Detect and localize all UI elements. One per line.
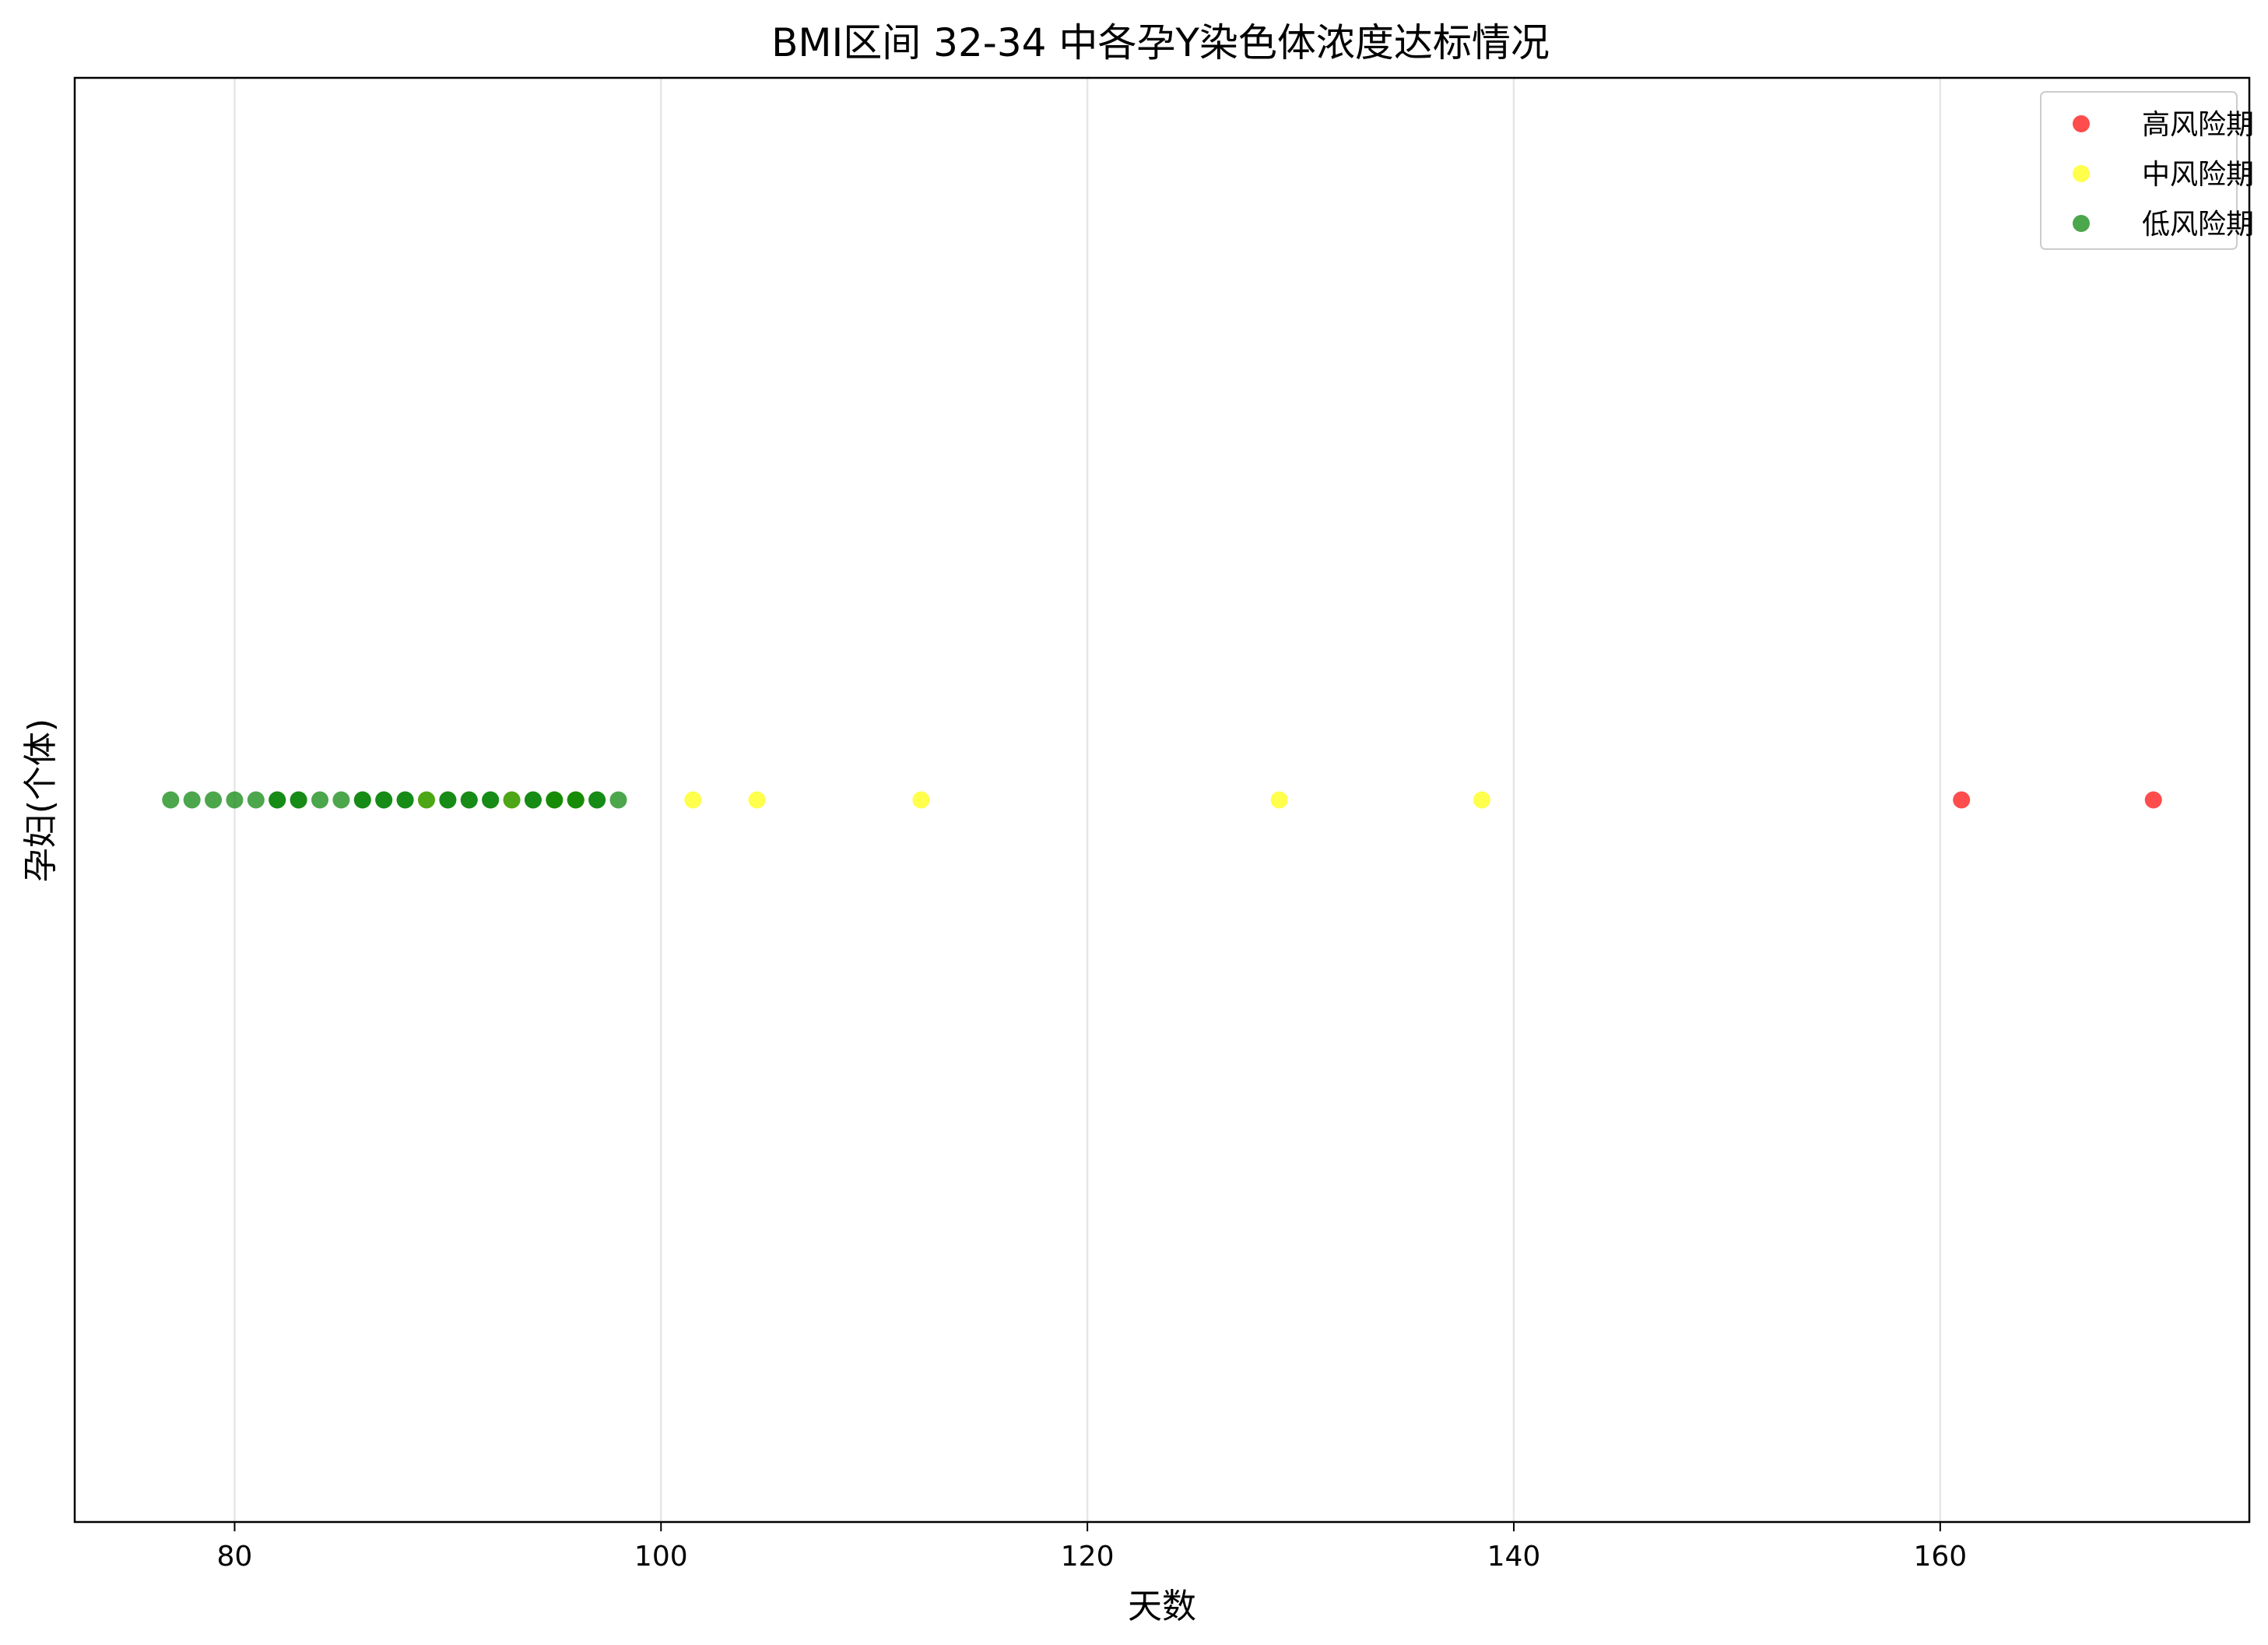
data-point	[1270, 791, 1288, 809]
y-axis-label: 孕妇(个体)	[21, 719, 61, 882]
data-point	[503, 791, 521, 809]
x-tick-label: 140	[1487, 1541, 1541, 1573]
data-point	[439, 791, 457, 809]
data-point	[353, 791, 371, 809]
data-point	[332, 791, 350, 809]
x-axis-ticks: 80 100 120 140 160	[217, 1522, 1967, 1573]
x-tick-label: 160	[1913, 1541, 1967, 1573]
legend-marker	[2073, 215, 2090, 232]
data-point	[2144, 791, 2162, 809]
x-axis-label: 天数	[1128, 1587, 1196, 1626]
data-point	[269, 791, 286, 809]
data-point	[311, 791, 329, 809]
data-point	[748, 791, 766, 809]
data-point	[567, 791, 585, 809]
legend-label: 低风险期	[2142, 209, 2254, 241]
data-points	[162, 791, 2162, 809]
legend-marker	[2073, 165, 2090, 182]
data-point	[162, 791, 180, 809]
legend-label: 中风险期	[2142, 159, 2254, 191]
grid-lines	[233, 78, 1942, 1522]
data-point	[396, 791, 414, 809]
plot-area-frame	[73, 76, 2251, 1524]
data-point	[684, 791, 702, 809]
data-point	[482, 791, 500, 809]
data-point	[205, 791, 223, 809]
data-point	[375, 791, 393, 809]
data-point	[460, 791, 478, 809]
data-point	[290, 791, 307, 809]
data-point	[609, 791, 627, 809]
legend-label: 高风险期	[2142, 109, 2254, 141]
x-tick-label: 100	[634, 1541, 688, 1573]
data-point	[226, 791, 244, 809]
legend-marker	[2073, 115, 2090, 132]
legend-box	[2040, 91, 2238, 250]
x-tick-label: 120	[1061, 1541, 1115, 1573]
data-point	[417, 791, 435, 809]
data-point	[1473, 791, 1490, 809]
data-point	[247, 791, 265, 809]
data-point	[1953, 791, 1971, 809]
data-point	[183, 791, 201, 809]
chart-title: BMI区间 32-34 中各孕Y染色体浓度达标情况	[771, 20, 1550, 65]
data-point	[524, 791, 542, 809]
data-point	[912, 791, 930, 809]
x-tick-label: 80	[217, 1541, 253, 1573]
data-point	[546, 791, 563, 809]
data-point	[588, 791, 606, 809]
